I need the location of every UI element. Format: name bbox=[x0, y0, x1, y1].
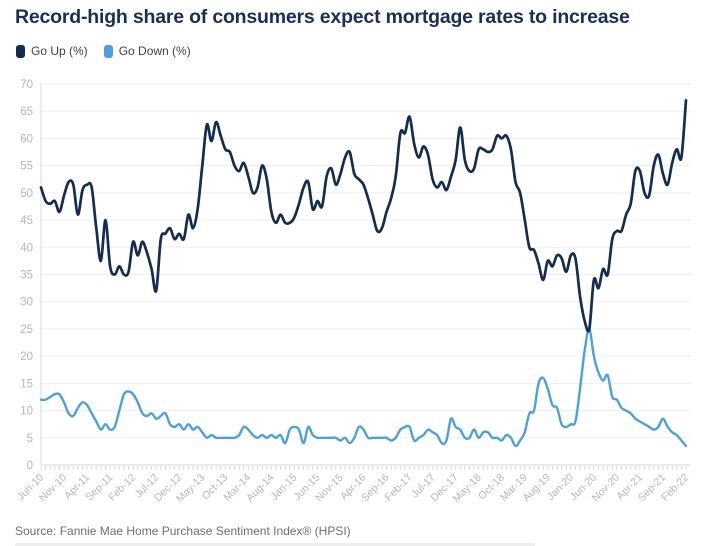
svg-text:20: 20 bbox=[20, 351, 33, 363]
gridlines bbox=[41, 83, 691, 439]
x-axis-ticks bbox=[40, 466, 687, 470]
source-caption: Source: Fannie Mae Home Purchase Sentime… bbox=[15, 524, 351, 538]
go-up-swatch-icon bbox=[16, 44, 25, 58]
go-up-line bbox=[39, 98, 688, 333]
svg-text:50: 50 bbox=[20, 188, 33, 200]
chart-title: Record-high share of consumers expect mo… bbox=[15, 6, 630, 28]
svg-text:5: 5 bbox=[27, 433, 33, 445]
legend-item-go-down[interactable]: Go Down (%) bbox=[103, 44, 191, 58]
svg-text:45: 45 bbox=[20, 215, 33, 227]
svg-text:65: 65 bbox=[20, 106, 33, 118]
legend: Go Up (%) Go Down (%) bbox=[16, 44, 191, 58]
svg-text:70: 70 bbox=[20, 79, 33, 91]
svg-text:25: 25 bbox=[20, 324, 33, 336]
svg-text:0: 0 bbox=[27, 460, 33, 472]
legend-item-go-up[interactable]: Go Up (%) bbox=[16, 44, 88, 58]
svg-text:10: 10 bbox=[20, 406, 33, 418]
x-axis-labels: Jun-10Nov-10Apr-11Sep-11Feb-12Jul-12Dec-… bbox=[15, 472, 691, 505]
svg-text:35: 35 bbox=[20, 270, 33, 282]
y-axis-labels: 0 5 10 15 20 25 30 35 40 45 50 55 60 65 70 bbox=[20, 79, 33, 472]
go-up-label: Go Up (%) bbox=[31, 44, 88, 58]
svg-text:60: 60 bbox=[20, 133, 33, 145]
axes bbox=[40, 84, 691, 466]
go-down-label: Go Down (%) bbox=[118, 44, 191, 58]
go-down-line bbox=[39, 327, 688, 448]
svg-text:55: 55 bbox=[20, 161, 33, 173]
svg-text:15: 15 bbox=[20, 378, 33, 390]
bottom-divider bbox=[15, 543, 535, 546]
svg-text:30: 30 bbox=[20, 297, 33, 309]
svg-text:40: 40 bbox=[20, 242, 33, 254]
go-down-swatch-icon bbox=[103, 44, 113, 58]
